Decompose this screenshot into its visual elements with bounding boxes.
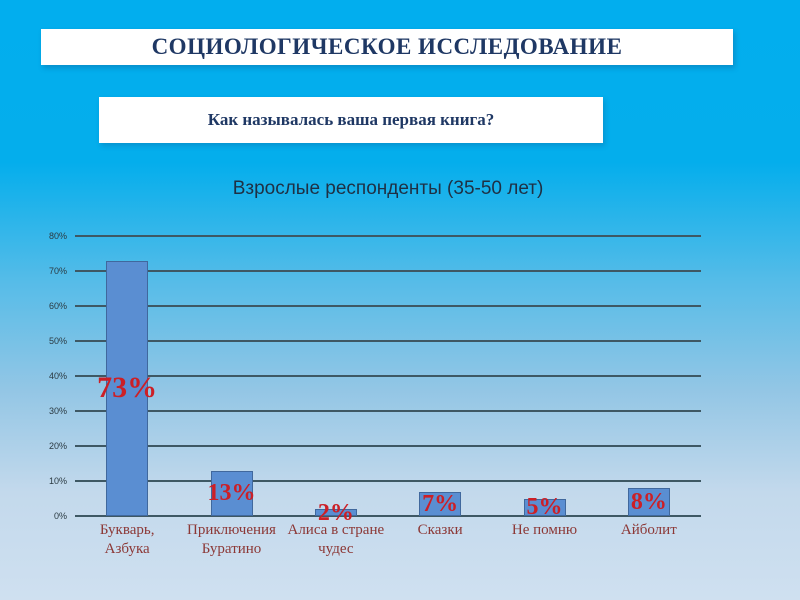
category-label-line: Буратино: [201, 541, 262, 557]
question-box: Как называлась ваша первая книга?: [99, 97, 603, 143]
gridline: [75, 340, 701, 342]
gridline: [75, 410, 701, 412]
data-label: 13%: [207, 480, 256, 507]
data-label: 2%: [317, 499, 354, 526]
y-axis-tick-label: 50%: [48, 336, 67, 346]
category-label-line: Азбука: [104, 541, 150, 557]
category-label-line: Букварь,: [99, 522, 155, 538]
category-label-line: чудес: [318, 541, 354, 557]
category-label: Приключения Буратино: [172, 521, 292, 559]
bar-3: [314, 509, 357, 516]
category-label: Айболит: [589, 521, 709, 540]
bar-6: [627, 488, 670, 516]
y-axis-tick-label: 30%: [48, 406, 67, 416]
category-label-line: Приключения: [187, 522, 276, 538]
category-label: Сказки: [380, 521, 500, 540]
bar-5: [523, 498, 566, 516]
y-axis-tick-label: 80%: [48, 231, 67, 241]
y-axis-tick-label: 60%: [48, 301, 67, 311]
y-axis-tick-label: 70%: [48, 266, 67, 276]
gridline: [75, 375, 701, 377]
bar-2: [210, 470, 253, 516]
category-label-line: Айболит: [620, 522, 677, 538]
gridline: [75, 515, 701, 517]
category-label-line: Не помню: [511, 522, 578, 538]
y-axis-tick-label: 40%: [48, 371, 67, 381]
title-banner: СОЦИОЛОГИЧЕСКОЕ ИССЛЕДОВАНИЕ: [41, 29, 733, 65]
data-label: 5%: [526, 494, 563, 521]
bar-1: [106, 260, 149, 516]
gridline: [75, 305, 701, 307]
gridline: [75, 235, 701, 237]
data-label: 7%: [422, 490, 459, 517]
category-label-line: Алиса в стране: [287, 522, 385, 538]
plot-area: 0% 10% 20% 30% 40% 50% 60% 70% 80% 73% Букварь, Азб…: [49, 231, 701, 557]
data-label: 8%: [630, 489, 667, 515]
y-axis-tick-label: 10%: [48, 476, 67, 486]
category-label: Не помню: [485, 521, 605, 540]
question-text: Как называлась ваша первая книга?: [207, 110, 495, 129]
category-label-line: Сказки: [417, 522, 463, 538]
slide-title: СОЦИОЛОГИЧЕСКОЕ ИССЛЕДОВАНИЕ: [151, 34, 623, 59]
chart-title: Взрослые респонденты (35-50 лет): [232, 178, 544, 199]
gridline: [75, 445, 701, 447]
category-label: Алиса в стране чудес: [276, 521, 396, 559]
data-label: 73%: [97, 371, 158, 405]
y-axis-tick-label: 0%: [53, 511, 67, 521]
gridline: [75, 270, 701, 272]
y-axis-tick-label: 20%: [48, 441, 67, 451]
category-label: Букварь, Азбука: [67, 521, 187, 559]
gridline: [75, 480, 701, 482]
bar-4: [419, 491, 462, 516]
